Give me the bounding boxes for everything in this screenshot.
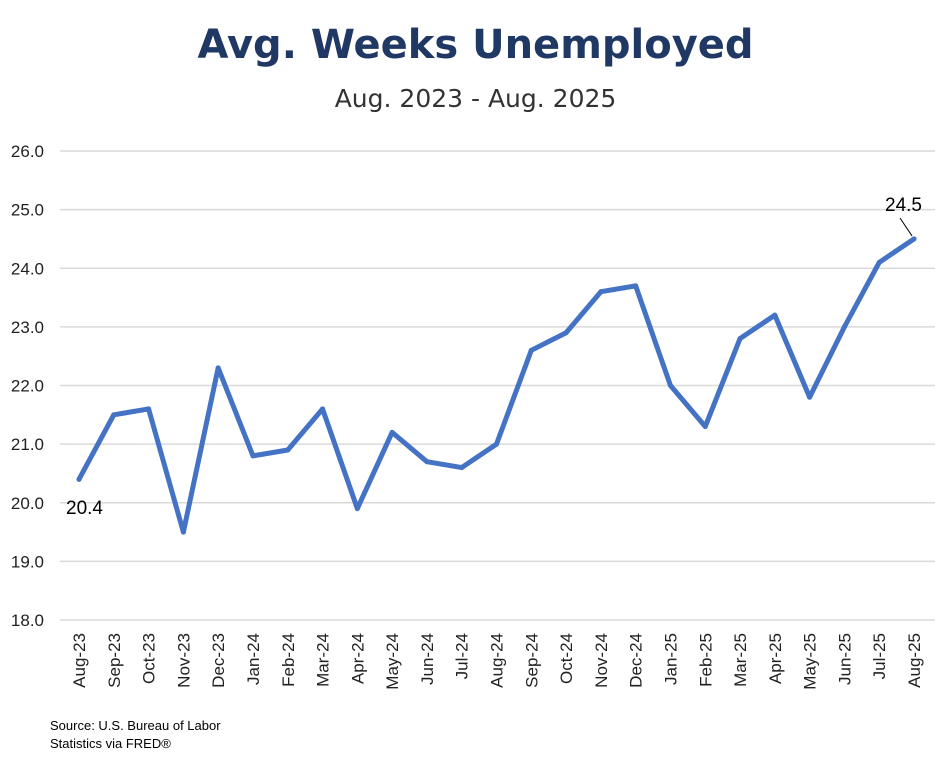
x-tick-label: Jan-24: [244, 633, 263, 685]
data-point: [111, 412, 117, 418]
x-tick-label: Oct-24: [557, 633, 576, 684]
y-tick-label: 18.0: [11, 611, 44, 630]
data-point: [841, 324, 847, 330]
data-point: [633, 283, 639, 289]
x-tick-label: May-24: [383, 633, 402, 690]
data-point: [180, 529, 186, 535]
x-tick-label: Jul-24: [453, 633, 472, 679]
y-tick-label: 20.0: [11, 494, 44, 513]
x-tick-label: Dec-23: [209, 633, 228, 688]
data-point: [876, 259, 882, 265]
x-tick-label: Mar-24: [314, 633, 333, 687]
series-group: [76, 236, 917, 535]
data-point: [320, 406, 326, 412]
x-tick-label: Aug-23: [70, 633, 89, 688]
label-leader-line: [899, 217, 913, 237]
x-tick-label: Feb-24: [279, 633, 298, 687]
x-tick-label: Feb-25: [696, 633, 715, 687]
x-tick-label: Jan-25: [661, 633, 680, 685]
x-tick-label: Jun-24: [418, 633, 437, 685]
y-tick-label: 24.0: [11, 259, 44, 278]
x-tick-label: Nov-24: [592, 633, 611, 688]
y-tick-label: 23.0: [11, 318, 44, 337]
data-point: [250, 453, 256, 459]
data-point: [494, 441, 499, 447]
x-tick-label: Apr-25: [766, 633, 785, 684]
annotations: 20.4 24.5: [66, 195, 922, 519]
source-line-2: Statistics via FRED®: [50, 736, 171, 751]
chart-title: Avg. Weeks Unemployed: [197, 22, 754, 68]
y-tick-label: 26.0: [11, 142, 44, 161]
grid-lines: [60, 150, 935, 621]
x-tick-label: Mar-25: [731, 633, 750, 687]
x-tick-label: Apr-24: [348, 633, 367, 684]
x-tick-label: May-25: [801, 633, 820, 690]
data-point: [285, 447, 291, 453]
data-point: [459, 465, 465, 471]
y-tick-label: 22.0: [11, 377, 44, 396]
x-tick-label: Oct-23: [140, 633, 159, 684]
x-tick-label: Dec-24: [627, 633, 646, 688]
data-point: [598, 289, 604, 295]
data-label: 20.4: [66, 498, 103, 519]
y-tick-label: 25.0: [11, 201, 44, 220]
data-point: [702, 424, 708, 430]
data-point: [215, 365, 221, 371]
x-tick-label: Jul-25: [870, 633, 889, 679]
data-point: [354, 506, 360, 512]
data-point: [146, 406, 152, 412]
data-label: 24.5: [885, 195, 922, 216]
x-axis-ticks: Aug-23 Sep-23 Oct-23 Nov-23 Dec-23 Jan-24 Feb-…: [70, 633, 924, 690]
data-point: [389, 429, 395, 435]
x-tick-label: Nov-23: [174, 633, 193, 688]
data-point: [911, 236, 917, 242]
data-point: [528, 347, 534, 353]
x-tick-label: Aug-25: [905, 633, 924, 688]
data-point: [737, 336, 743, 342]
source-note: Source: U.S. Bureau of Labor Statistics …: [50, 717, 250, 753]
data-point: [424, 459, 430, 465]
x-tick-label: Aug-24: [488, 633, 507, 688]
data-point: [667, 383, 673, 388]
source-line-1: Source: U.S. Bureau of Labor: [50, 718, 221, 733]
x-tick-label: Sep-24: [522, 633, 541, 688]
data-point: [76, 476, 82, 482]
y-axis-ticks: 18.0 19.0 20.0 21.0 22.0 23.0 24.0 25.0 26.0: [11, 142, 44, 630]
chart-subtitle: Aug. 2023 - Aug. 2025: [334, 84, 617, 113]
data-point: [772, 312, 778, 318]
x-tick-label: Sep-23: [105, 633, 124, 688]
y-tick-label: 21.0: [11, 435, 44, 454]
data-point: [563, 330, 569, 336]
data-point: [807, 394, 813, 400]
y-tick-label: 19.0: [11, 552, 44, 571]
x-tick-label: Jun-25: [835, 633, 854, 685]
